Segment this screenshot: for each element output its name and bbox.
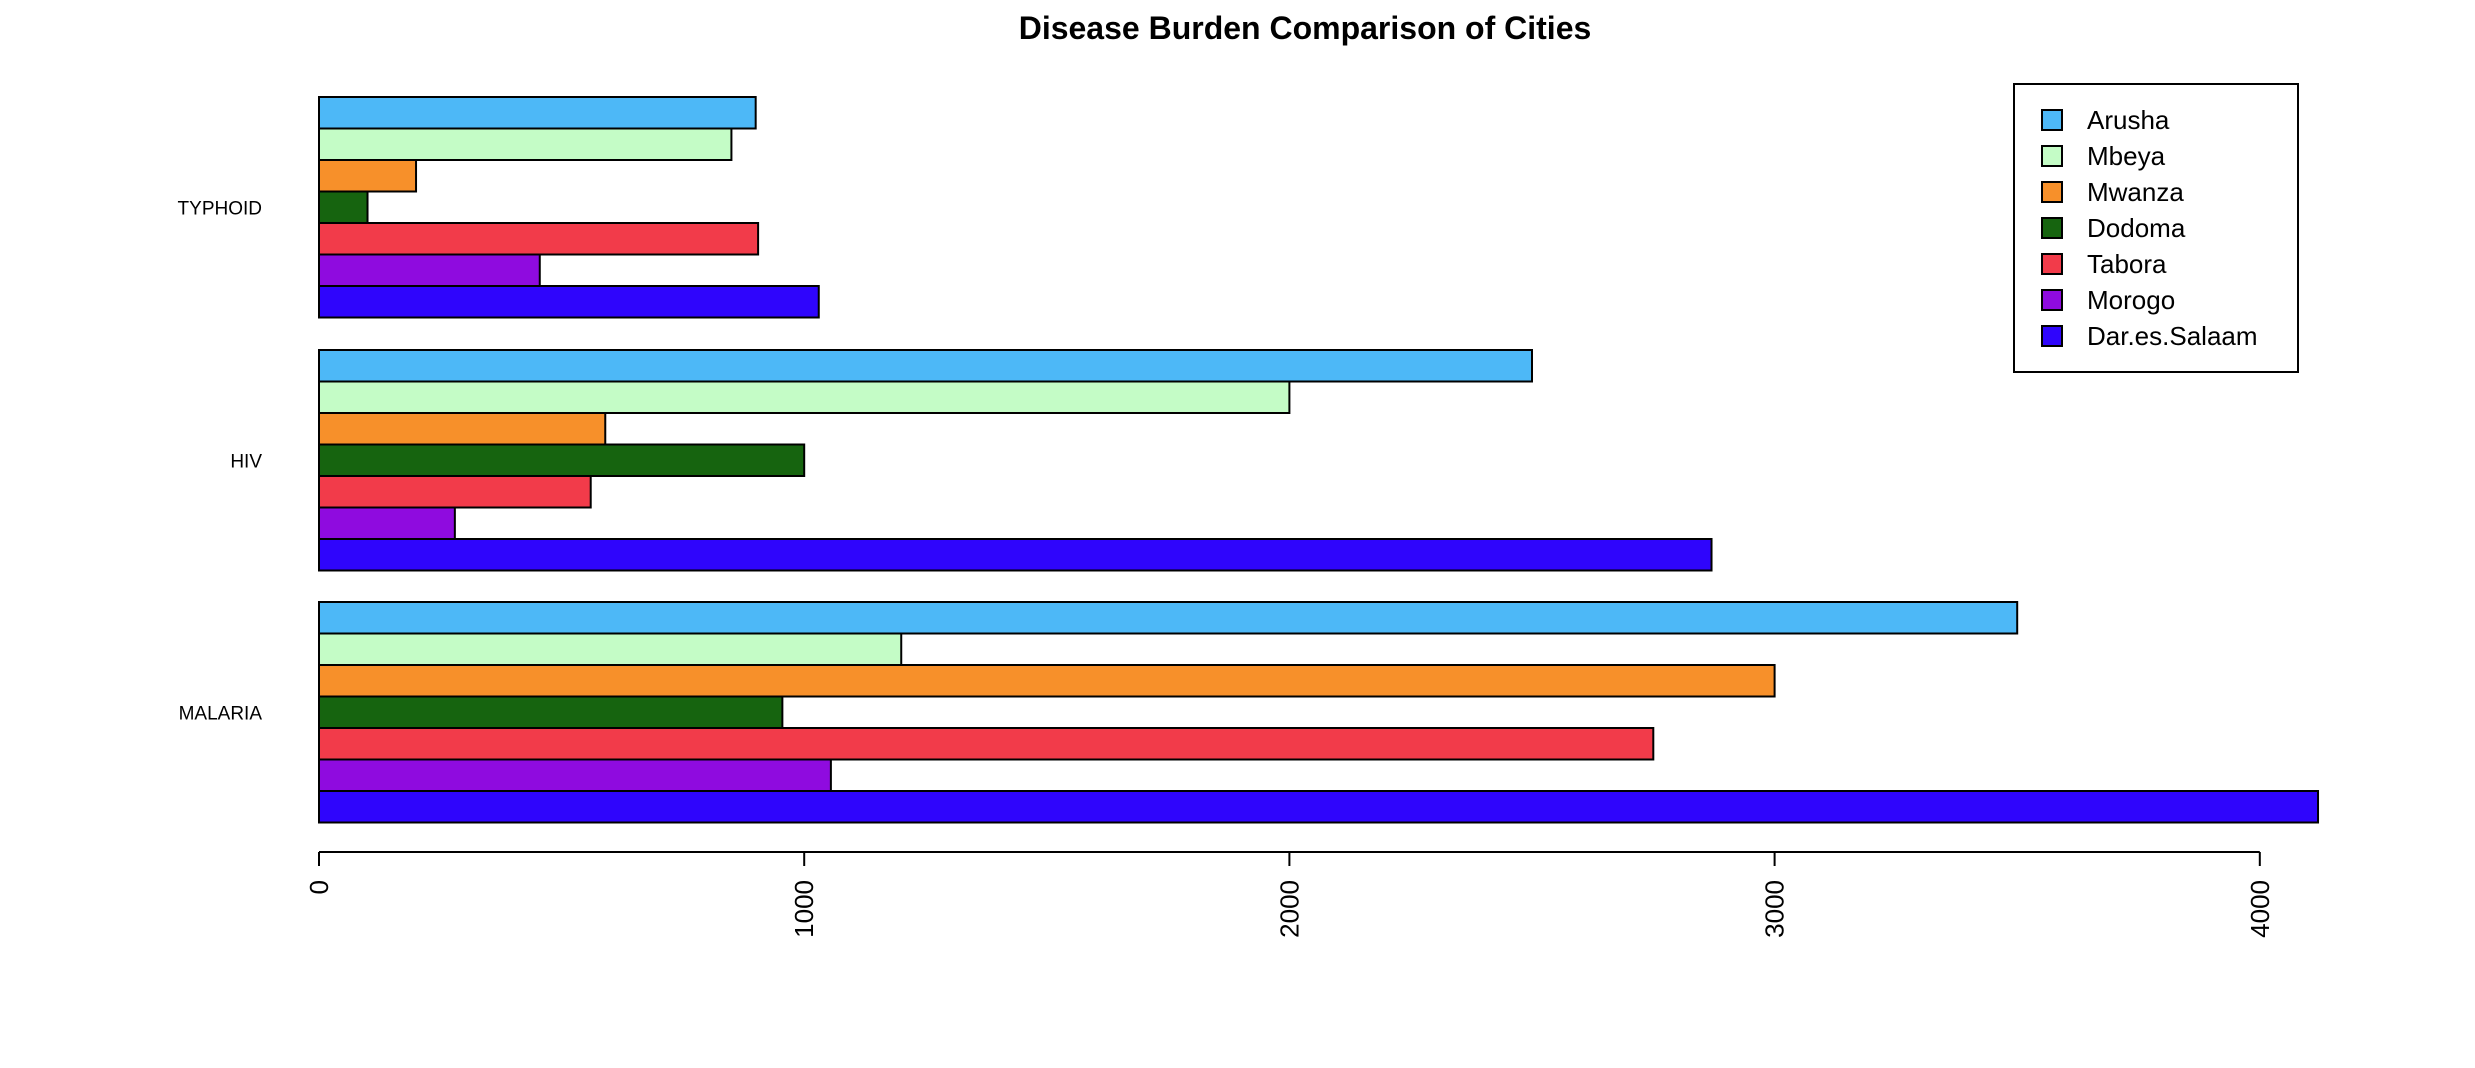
x-tick-label: 0 xyxy=(304,880,334,894)
legend-label-mwanza: Mwanza xyxy=(2087,177,2184,207)
legend-swatch-morogo xyxy=(2041,289,2063,311)
legend: Arusha Mbeya Mwanza Dodoma Tabora Morogo Dar.e… xyxy=(2013,83,2299,373)
plot-area xyxy=(318,96,2320,824)
x-tick-label: 3000 xyxy=(1760,880,1790,938)
legend-label-morogo: Morogo xyxy=(2087,285,2175,315)
bar-malaria-dodoma xyxy=(318,695,784,729)
bar-typhoid-mbeya xyxy=(318,127,733,161)
x-axis: 0 1000 2000 3000 4000 xyxy=(304,851,2275,938)
legend-swatch-dodoma xyxy=(2041,217,2063,239)
legend-swatch-dar-es-salaam xyxy=(2041,325,2063,347)
bar-typhoid-dar-es-salaam xyxy=(318,285,820,319)
bar-malaria-morogo xyxy=(318,758,832,792)
bar-hiv-morogo xyxy=(318,506,456,540)
bar-typhoid-tabora xyxy=(318,222,760,256)
category-labels: TYPHOID HIV MALARIA xyxy=(178,198,263,724)
bar-hiv-dodoma xyxy=(318,443,806,477)
bar-malaria-arusha xyxy=(318,601,2019,635)
bar-malaria-tabora xyxy=(318,727,1655,761)
category-label-malaria: MALARIA xyxy=(179,703,263,724)
bar-malaria-dar-es-salaam xyxy=(318,790,2320,824)
legend-label-dodoma: Dodoma xyxy=(2087,213,2186,243)
bar-typhoid-mwanza xyxy=(318,159,418,193)
bar-hiv-arusha xyxy=(318,349,1533,383)
bar-typhoid-dodoma xyxy=(318,190,369,224)
bar-hiv-tabora xyxy=(318,475,592,509)
legend-swatch-arusha xyxy=(2041,109,2063,131)
x-tick-label: 4000 xyxy=(2245,880,2275,938)
legend-swatch-mbeya xyxy=(2041,145,2063,167)
legend-swatch-tabora xyxy=(2041,253,2063,275)
legend-label-arusha: Arusha xyxy=(2087,105,2170,135)
chart-title: Disease Burden Comparison of Cities xyxy=(1019,10,1592,46)
bar-hiv-dar-es-salaam xyxy=(318,538,1713,572)
x-tick-label: 2000 xyxy=(1274,880,1304,938)
bar-malaria-mwanza xyxy=(318,664,1776,698)
bar-typhoid-morogo xyxy=(318,253,541,287)
legend-label-dar-es-salaam: Dar.es.Salaam xyxy=(2087,321,2258,351)
bar-hiv-mwanza xyxy=(318,412,607,446)
legend-label-tabora: Tabora xyxy=(2087,249,2167,279)
bar-hiv-mbeya xyxy=(318,380,1291,414)
legend-label-mbeya: Mbeya xyxy=(2087,141,2166,171)
category-label-typhoid: TYPHOID xyxy=(178,198,262,219)
bar-malaria-mbeya xyxy=(318,632,903,666)
bar-typhoid-arusha xyxy=(318,96,757,130)
category-label-hiv: HIV xyxy=(230,451,262,472)
legend-swatch-mwanza xyxy=(2041,181,2063,203)
x-tick-label: 1000 xyxy=(789,880,819,938)
